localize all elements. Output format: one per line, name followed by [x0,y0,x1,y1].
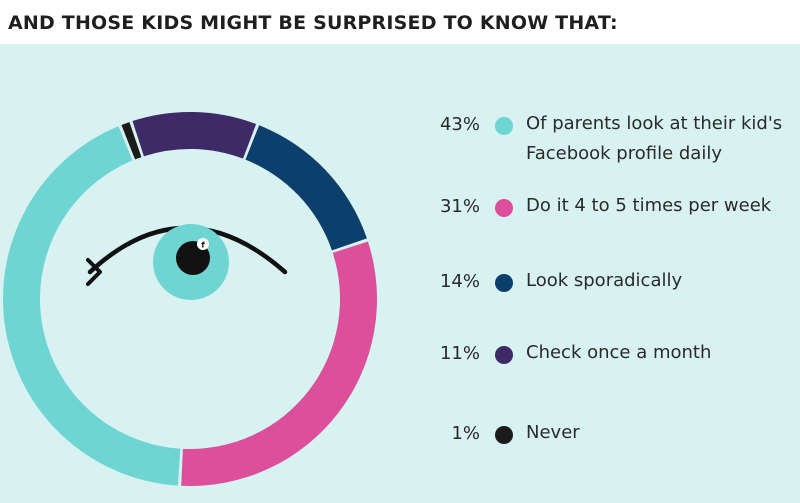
legend-label: Do it 4 to 5 times per week [526,195,772,216]
legend-dot-icon [495,274,513,292]
legend-label: Look sporadically [526,270,683,291]
infographic-panel: f 43% Of parents look at their kid's Face… [0,44,800,503]
legend-label: Of parents look at their kid's Facebook … [526,113,783,164]
donut-chart: f [3,112,378,487]
donut-slice [181,241,378,487]
legend-label: Never [526,422,580,443]
donut-slice [132,112,257,159]
facebook-icon [197,238,209,250]
legend-dot-icon [495,199,513,217]
donut-slices [3,112,378,487]
legend-dot-icon [495,346,513,364]
facebook-icon-letter: f [201,241,205,250]
legend-dot-icon [495,426,513,444]
donut-slice [121,122,142,160]
donut-slice [3,126,181,486]
donut-slice [245,125,367,251]
eye-icon: f [86,224,288,300]
legend-percent: 11% [439,343,480,364]
legend-dot-icon [495,117,513,135]
legend-percent: 1% [451,423,480,444]
page-title: AND THOSE KIDS MIGHT BE SURPRISED TO KNO… [8,12,618,34]
legend-percent: 43% [439,114,480,135]
legend-label: Check once a month [526,342,712,363]
legend-percent: 14% [439,271,480,292]
legend-percent: 31% [439,196,480,217]
